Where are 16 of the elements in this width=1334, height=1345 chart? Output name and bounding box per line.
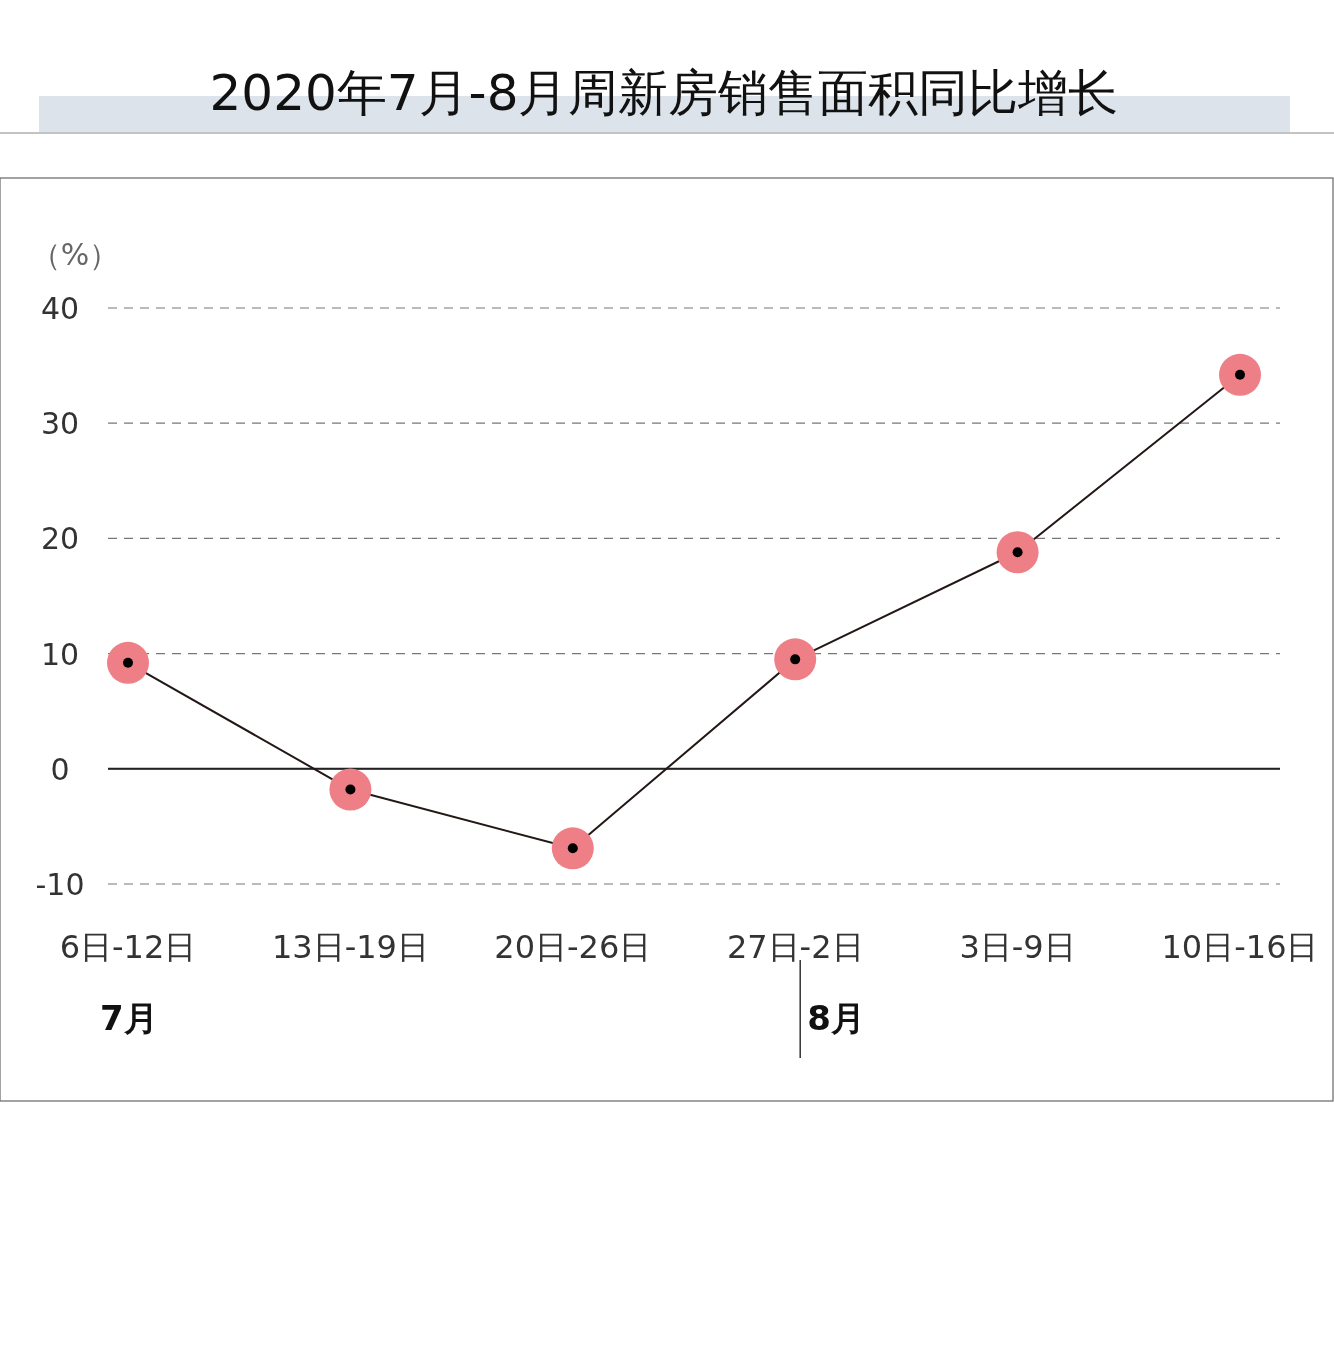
x-tick-label: 13日-19日 bbox=[271, 928, 429, 966]
x-tick-label: 20日-26日 bbox=[494, 928, 652, 966]
x-tick-label: 3日-9日 bbox=[959, 928, 1076, 966]
y-tick-label: 0 bbox=[50, 751, 70, 787]
y-tick-label: 30 bbox=[40, 406, 80, 442]
chart-title: 2020年7月-8月周新房销售面积同比增长 bbox=[209, 64, 1119, 122]
y-tick-label: 10 bbox=[40, 636, 80, 672]
x-tick-label: 10日-16日 bbox=[1161, 928, 1319, 966]
x-tick-label: 27日-2日 bbox=[726, 928, 864, 966]
x-tick-label: 6日-12日 bbox=[59, 928, 197, 966]
y-tick-label: 40 bbox=[40, 291, 80, 326]
text: 7月 bbox=[100, 998, 158, 1038]
y-axis-title: （%） bbox=[30, 237, 120, 272]
text: 8月 bbox=[807, 998, 865, 1038]
y-tick-label: -10 bbox=[35, 867, 85, 902]
y-tick-label: 20 bbox=[40, 521, 80, 557]
